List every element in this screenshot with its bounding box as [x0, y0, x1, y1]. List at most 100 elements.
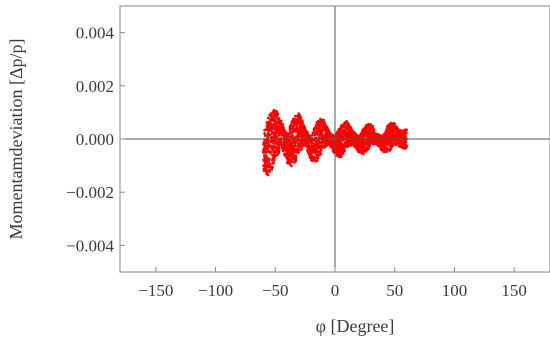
data-point: [401, 143, 405, 147]
data-point: [331, 133, 334, 136]
data-point: [297, 121, 300, 125]
data-point: [293, 142, 297, 145]
data-point: [270, 135, 274, 139]
data-point: [290, 164, 293, 168]
data-point: [361, 135, 365, 138]
data-point: [291, 120, 294, 124]
data-point: [316, 144, 319, 148]
data-point: [318, 125, 321, 128]
data-point: [313, 147, 316, 151]
data-point: [296, 142, 300, 145]
data-point: [394, 132, 398, 135]
data-point: [294, 122, 298, 125]
data-point: [349, 131, 353, 135]
data-point: [359, 148, 362, 152]
data-point: [297, 112, 300, 115]
data-point: [282, 144, 286, 147]
data-point: [314, 124, 318, 128]
data-point: [270, 118, 273, 122]
data-point: [361, 144, 365, 148]
data-point: [405, 128, 408, 131]
data-point: [263, 132, 266, 135]
data-point: [339, 135, 342, 138]
data-point: [281, 123, 285, 126]
data-point: [275, 113, 278, 116]
data-point: [390, 123, 394, 126]
y-tick-label: 0.002: [76, 77, 114, 96]
data-point: [331, 142, 335, 146]
data-point: [268, 168, 271, 172]
data-point: [375, 142, 378, 146]
data-point: [273, 127, 276, 131]
data-point: [372, 140, 376, 144]
data-point: [385, 125, 389, 128]
data-point: [301, 139, 305, 143]
data-point: [294, 157, 298, 161]
data-point: [322, 146, 325, 149]
data-point: [264, 160, 268, 164]
data-point: [299, 116, 303, 119]
data-point: [297, 150, 301, 154]
data-point: [348, 143, 351, 146]
data-point: [262, 164, 265, 167]
x-axis-ticks: −150 −100 −50 0 50 100 150: [138, 267, 527, 300]
data-point: [319, 117, 322, 121]
data-point: [289, 129, 292, 132]
data-point: [297, 132, 301, 136]
data-point: [271, 162, 275, 165]
data-point: [390, 128, 394, 132]
data-point: [316, 159, 319, 162]
data-point: [351, 140, 354, 143]
data-point: [365, 124, 368, 128]
data-point: [269, 124, 273, 128]
data-point: [295, 126, 299, 129]
data-point: [279, 128, 283, 131]
data-point: [403, 134, 407, 137]
data-point: [285, 139, 289, 143]
data-point: [291, 135, 295, 139]
data-point: [264, 166, 267, 170]
data-point: [279, 126, 282, 129]
data-point: [290, 124, 294, 128]
data-point: [288, 144, 291, 148]
data-point: [349, 128, 353, 131]
data-point: [267, 139, 270, 143]
data-point: [310, 148, 314, 152]
data-point: [277, 132, 281, 135]
data-point: [274, 154, 278, 157]
data-point: [353, 136, 357, 139]
y-tick-label: 0.000: [76, 130, 114, 149]
data-point: [287, 157, 291, 160]
data-point: [389, 143, 392, 146]
data-point: [276, 121, 280, 125]
data-point: [321, 129, 325, 132]
data-point: [326, 132, 330, 135]
data-point: [267, 134, 270, 137]
data-point: [364, 131, 368, 134]
data-point: [390, 134, 393, 138]
data-point: [337, 128, 341, 131]
data-point: [346, 126, 350, 129]
data-point: [385, 146, 389, 150]
data-point: [301, 121, 304, 125]
data-point: [291, 129, 295, 133]
data-point: [379, 148, 383, 151]
data-point: [310, 139, 314, 142]
data-point: [365, 149, 368, 152]
data-point: [337, 145, 340, 149]
data-point: [264, 147, 268, 150]
data-point: [298, 145, 301, 148]
data-point: [358, 143, 361, 147]
data-point: [306, 140, 310, 143]
data-point: [307, 135, 311, 139]
data-point: [367, 147, 370, 150]
data-point: [264, 134, 267, 137]
data-point: [285, 157, 289, 160]
data-point: [315, 121, 319, 125]
data-point: [387, 123, 391, 127]
data-point: [326, 142, 329, 145]
data-point: [275, 131, 278, 134]
data-point: [299, 135, 303, 138]
data-point: [273, 119, 277, 122]
data-point: [354, 133, 358, 136]
